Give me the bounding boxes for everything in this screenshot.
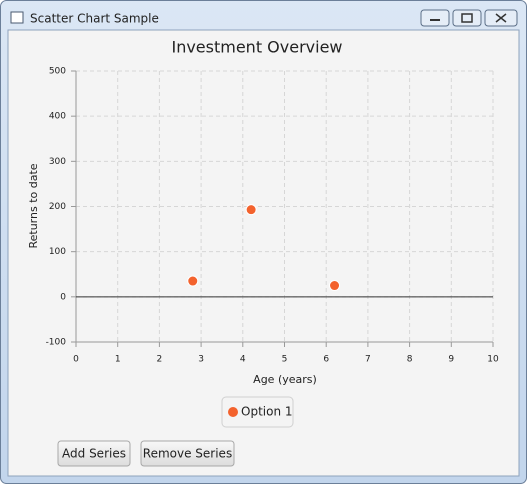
button-label[interactable]: Add Series [62,447,126,461]
x-tick-label: 0 [73,355,79,365]
data-point [245,204,257,216]
x-tick-label: 1 [115,355,121,365]
y-tick-label: 200 [49,202,66,212]
button[interactable]: Remove Series [140,440,235,467]
y-tick-label: -100 [46,338,67,348]
y-tick-label: 500 [49,67,66,77]
legend: Option 1 [221,396,294,428]
y-tick-label: 300 [49,157,66,167]
maximize-button[interactable] [452,9,482,27]
y-tick-label: 0 [60,292,66,302]
x-tick-label: 4 [240,355,246,365]
y-tick-label: 400 [49,112,66,122]
minimize-button[interactable] [420,9,450,27]
chart-title: Investment Overview [171,38,342,57]
x-tick-label: 8 [407,355,413,365]
plot: 0 1 2 3 4 5 6 7 8 9 10 -100 0 100 200 300 400 500 [46,67,499,365]
x-tick-label: 7 [365,355,371,365]
x-tick-label: 2 [157,355,163,365]
app-icon [10,11,24,24]
legend-box [221,396,294,428]
x-tick-label: 6 [323,355,329,365]
data-point [187,275,199,287]
data-point [329,280,341,292]
legend-label: Option 1 [241,405,293,419]
y-axis-label: Returns to date [27,163,40,248]
button-label[interactable]: Remove Series [143,447,232,461]
x-tick-label: 9 [448,355,454,365]
x-tick-label: 10 [487,355,499,365]
button[interactable]: Add Series [57,440,131,467]
window-title: Scatter Chart Sample [30,12,159,26]
x-tick-label: 3 [198,355,204,365]
button-face[interactable] [57,440,131,467]
y-tick-label: 100 [49,247,66,257]
button-face[interactable] [140,440,235,467]
x-axis-label: Age (years) [253,373,317,386]
close-button[interactable] [484,9,518,27]
legend-marker [228,407,238,417]
x-tick-label: 5 [282,355,288,365]
